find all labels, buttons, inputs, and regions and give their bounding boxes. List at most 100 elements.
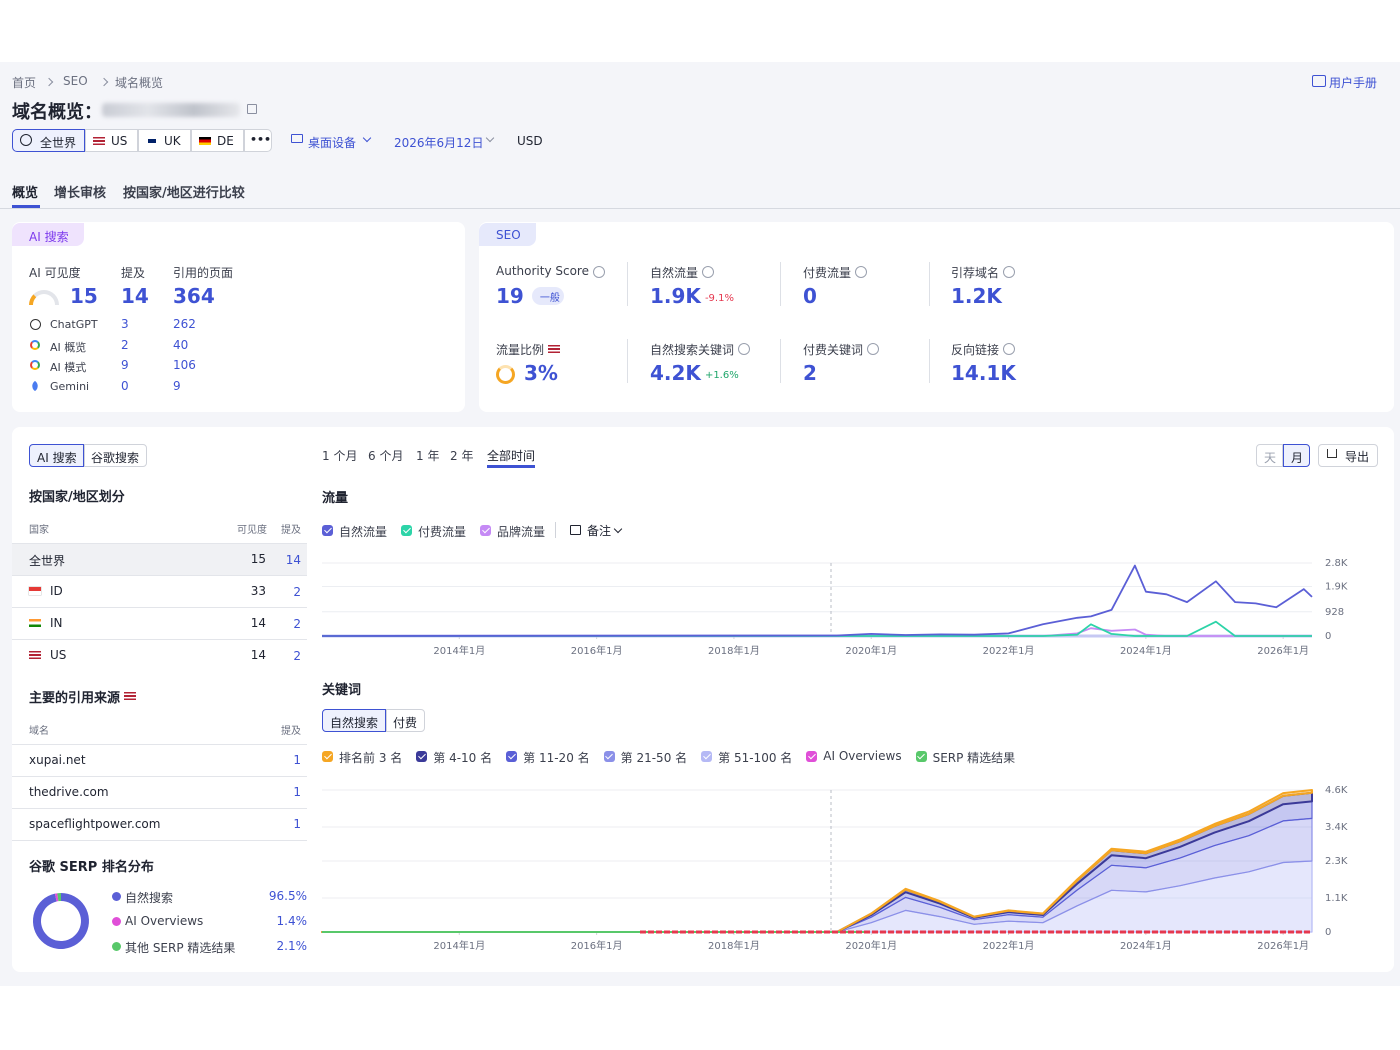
metric-divider [929, 262, 930, 306]
region-label[interactable]: US [111, 134, 128, 148]
x-tick-label: 2020年1月 [845, 644, 897, 657]
region-button[interactable] [12, 129, 85, 152]
keyword-tab-label[interactable]: 付费 [393, 716, 418, 730]
flag-icon [199, 137, 211, 145]
legend-checkbox[interactable] [603, 751, 615, 762]
period-tab[interactable]: 1 年 [416, 449, 440, 463]
country-visibility: 14 [250, 648, 266, 662]
period-tab[interactable]: 全部时间 [487, 449, 536, 463]
country-name[interactable]: ID [50, 584, 63, 598]
x-tick-label: 2022年1月 [983, 644, 1035, 657]
period-tab[interactable]: 6 个月 [368, 449, 404, 463]
region-button[interactable] [191, 129, 244, 152]
period-tab[interactable]: 1 个月 [322, 449, 358, 463]
badge [531, 287, 564, 305]
country-name[interactable]: US [50, 648, 67, 662]
country-visibility: 15 [250, 552, 266, 566]
keyword-tab[interactable] [386, 709, 425, 732]
flag-icon [29, 619, 41, 627]
source-mentions: 1 [293, 817, 301, 831]
country-name[interactable]: IN [50, 616, 63, 630]
legend-label[interactable]: AI Overviews [823, 749, 902, 763]
keyword-tab-label[interactable]: 自然搜索 [330, 716, 379, 730]
table-header: 国家 [29, 525, 49, 536]
page-tab[interactable]: 增长审核 [54, 186, 107, 201]
ai-platform-icon [30, 360, 40, 370]
view-button[interactable] [1283, 444, 1310, 467]
metric-divider [929, 339, 930, 383]
source-domain[interactable]: thedrive.com [29, 785, 109, 799]
country-row[interactable] [12, 575, 307, 607]
metric-value: 2 [803, 361, 817, 385]
page-tab[interactable]: 概览 [12, 186, 39, 201]
view-label[interactable]: 天 [1264, 451, 1277, 465]
source-toggle-label[interactable]: AI 搜索 [37, 451, 77, 465]
country-name[interactable]: 全世界 [29, 554, 66, 568]
legend-dot [112, 942, 121, 951]
y-tick-label: 1.9K [1325, 581, 1348, 592]
legend-label[interactable]: 第 51-100 名 [718, 751, 793, 765]
source-domain[interactable]: spaceflightpower.com [29, 817, 161, 831]
legend-label[interactable]: 品牌流量 [497, 525, 546, 539]
legend-checkbox[interactable] [401, 525, 413, 536]
globe-icon [20, 134, 32, 146]
legend-label[interactable]: 第 21-50 名 [620, 751, 688, 765]
region-button[interactable] [138, 129, 191, 152]
legend-checkbox[interactable] [416, 751, 428, 762]
legend-checkbox[interactable] [701, 751, 713, 762]
source-domain[interactable]: xupai.net [29, 753, 86, 767]
legend-label[interactable]: SERP 精选结果 [932, 751, 1016, 765]
info-icon [1003, 266, 1016, 278]
notes-toggle[interactable]: 备注 [587, 524, 612, 538]
legend-label[interactable]: 第 4-10 名 [433, 751, 493, 765]
legend-checkbox[interactable] [806, 751, 818, 762]
breadcrumb-item[interactable]: 首页 [12, 76, 37, 90]
legend-checkbox[interactable] [915, 751, 927, 762]
metric-label: 反向链接 [951, 343, 1000, 357]
export-button[interactable] [1318, 444, 1378, 467]
source-row [12, 776, 307, 808]
currency-label: USD [517, 134, 543, 148]
date-select[interactable]: 2026年6月12日 [394, 136, 484, 150]
region-label[interactable]: 全世界 [40, 136, 77, 150]
region-button[interactable] [85, 129, 138, 152]
export-label[interactable]: 导出 [1345, 450, 1370, 464]
legend-checkbox[interactable] [506, 751, 518, 762]
country-row[interactable] [12, 543, 307, 575]
main-card [12, 427, 1394, 972]
x-tick-label: 2014年1月 [433, 644, 485, 657]
x-tick-label: 2024年1月 [1120, 939, 1172, 952]
legend-checkbox[interactable] [480, 525, 492, 536]
period-tab[interactable]: 2 年 [450, 449, 474, 463]
device-select[interactable]: 桌面设备 [308, 136, 357, 150]
external-link-icon [247, 104, 257, 114]
country-row[interactable] [12, 607, 307, 639]
page-tab[interactable]: 按国家/地区进行比较 [123, 186, 245, 201]
region-label[interactable]: DE [217, 134, 234, 148]
x-tick-label: 2018年1月 [708, 939, 760, 952]
ai-platform-name: ChatGPT [50, 318, 98, 331]
country-row[interactable] [12, 639, 307, 671]
keyword-tab[interactable] [322, 709, 386, 732]
view-button[interactable] [1256, 444, 1283, 467]
source-toggle[interactable] [84, 444, 147, 467]
source-toggle[interactable] [29, 444, 84, 467]
source-toggle-label[interactable]: 谷歌搜索 [91, 451, 140, 465]
blurred-domain [102, 103, 240, 117]
x-tick-label: 2014年1月 [433, 939, 485, 952]
region-label[interactable]: UK [164, 134, 181, 148]
more-button[interactable] [244, 129, 272, 152]
view-label[interactable]: 月 [1291, 451, 1304, 465]
breadcrumb-item[interactable]: SEO [63, 74, 88, 88]
ai-card-label: AI 搜索 [29, 230, 69, 244]
legend-label[interactable]: 自然流量 [339, 525, 388, 539]
legend-label[interactable]: 第 11-20 名 [523, 751, 590, 765]
legend-label[interactable]: 付费流量 [418, 525, 467, 539]
legend-checkbox[interactable] [322, 751, 333, 762]
user-manual-link[interactable]: 用户手册 [1329, 76, 1378, 90]
legend-checkbox[interactable] [322, 525, 333, 536]
legend-label[interactable]: 排名前 3 名 [339, 751, 403, 765]
export-icon [1327, 449, 1337, 458]
more-label[interactable]: ••• [250, 133, 272, 146]
